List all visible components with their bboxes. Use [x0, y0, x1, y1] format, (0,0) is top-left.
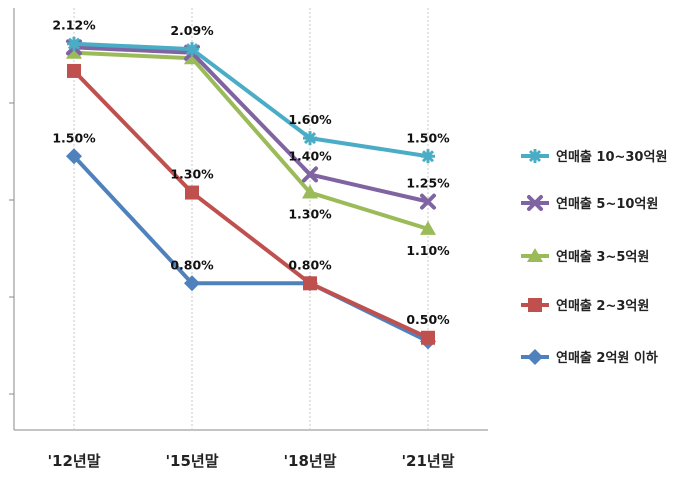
data-label: 1.30% [288, 207, 332, 222]
data-labels: 2.12% 2.09% 1.60% 1.50% 1.40% 1.25% 1.30% 1.10%… [52, 18, 450, 327]
legend-label: 연매출 3~5억원 [556, 249, 649, 265]
x-stroke [527, 195, 543, 211]
data-point-star [528, 149, 542, 163]
series-연매출 3~5억원 [66, 44, 436, 235]
data-label: 0.50% [406, 312, 450, 327]
data-point-x [420, 193, 436, 210]
data-label: 0.80% [170, 257, 214, 272]
legend-item: 연매출 10~30억원 [521, 149, 667, 165]
legend-item: 연매출 2~3억원 [521, 298, 649, 314]
legend-item: 연매출 5~10억원 [521, 195, 658, 212]
data-point-triangle [420, 220, 436, 235]
data-label: 2.12% [52, 18, 96, 33]
data-point-x [302, 166, 318, 183]
series-line [73, 45, 429, 204]
data-point-diamond [66, 148, 82, 165]
series-line [73, 50, 429, 231]
legend-label: 연매출 2~3억원 [556, 298, 649, 314]
data-point-star [185, 42, 199, 57]
x-tick-labels: '12년말 '15년말 '18년말 '21년말 [47, 452, 454, 470]
x-tick-label: '15년말 [165, 452, 218, 470]
legend-label: 연매출 2억원 이하 [556, 350, 658, 366]
data-label: 2.09% [170, 23, 214, 38]
grid-lines [73, 8, 429, 430]
data-point-square [185, 185, 199, 200]
data-point-x [527, 195, 543, 211]
data-point-square [303, 276, 317, 291]
data-label: 0.80% [288, 257, 332, 272]
series-연매출 10~30억원 [67, 36, 435, 164]
series-line [72, 69, 429, 340]
x-stroke [302, 166, 318, 183]
data-point-square [528, 298, 542, 312]
data-point-triangle [184, 50, 200, 65]
legend-item: 연매출 2억원 이하 [521, 349, 658, 366]
legend-label: 연매출 10~30억원 [556, 149, 667, 165]
data-label: 1.50% [52, 130, 96, 145]
axes [9, 8, 488, 431]
data-point-triangle [527, 248, 543, 262]
x-tick-label: '18년말 [283, 452, 336, 470]
data-label: 1.10% [406, 243, 450, 258]
data-label: 1.25% [406, 176, 450, 191]
series-연매출 2억원 이하 [66, 148, 436, 350]
data-point-star [303, 131, 317, 146]
series-line [73, 41, 429, 159]
data-point-triangle [66, 44, 82, 59]
data-label: 1.50% [406, 130, 450, 145]
data-point-square [421, 330, 435, 345]
data-point-triangle [302, 184, 318, 199]
series-연매출 2~3억원 [67, 63, 435, 345]
x-tick-label: '21년말 [401, 452, 454, 470]
x-stroke [420, 193, 436, 210]
legend-item: 연매출 3~5억원 [521, 248, 649, 265]
legend-label: 연매출 5~10억원 [556, 196, 658, 212]
data-point-diamond [184, 275, 200, 292]
data-point-square [67, 63, 81, 78]
data-label: 1.30% [170, 167, 214, 182]
x-tick-label: '12년말 [47, 452, 100, 470]
data-point-star [67, 36, 81, 51]
data-point-diamond [527, 349, 543, 365]
data-point-star [421, 149, 435, 164]
data-label: 1.60% [288, 112, 332, 127]
data-label: 1.40% [288, 148, 332, 163]
